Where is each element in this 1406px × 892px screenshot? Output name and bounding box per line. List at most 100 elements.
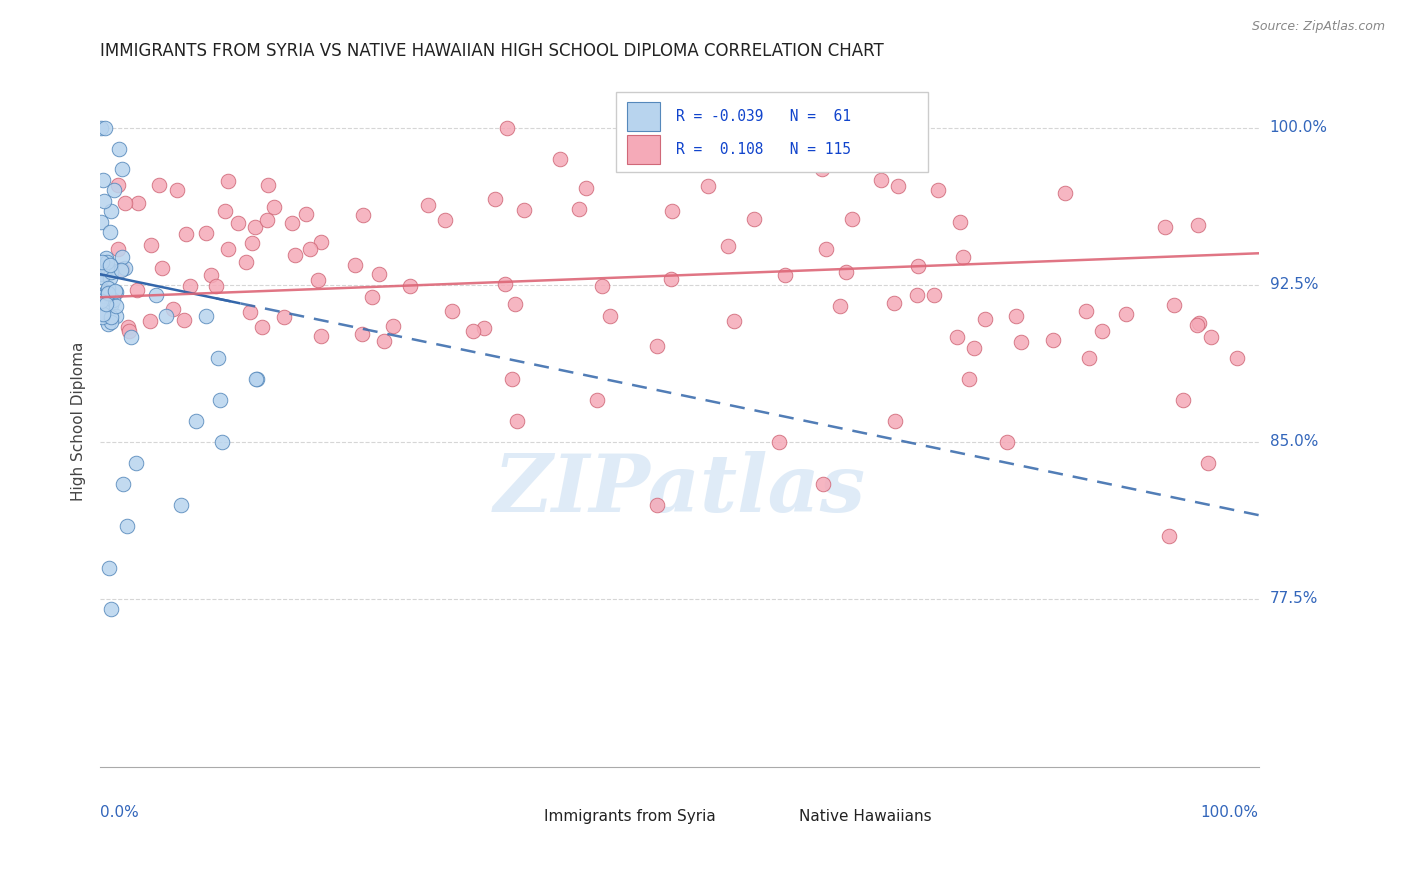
Point xyxy=(91,173,114,187)
Point xyxy=(742,211,765,226)
Point xyxy=(1076,304,1098,318)
Point xyxy=(166,183,188,197)
Point xyxy=(512,202,534,217)
Point xyxy=(884,414,907,428)
Point xyxy=(240,235,263,250)
Point xyxy=(645,339,668,353)
Point xyxy=(98,271,121,285)
Point xyxy=(245,372,267,386)
Point xyxy=(506,414,529,428)
Point xyxy=(381,318,404,333)
Point xyxy=(811,476,834,491)
Point xyxy=(952,250,974,264)
Text: ZIPatlas: ZIPatlas xyxy=(494,451,866,529)
Point xyxy=(127,283,149,297)
Y-axis label: High School Diploma: High School Diploma xyxy=(72,341,86,500)
Text: 100.0%: 100.0% xyxy=(1201,805,1258,821)
Point xyxy=(194,309,217,323)
Point xyxy=(575,181,598,195)
Point xyxy=(697,178,720,193)
Point xyxy=(1163,298,1185,312)
Point xyxy=(114,260,136,275)
Point xyxy=(97,317,120,331)
Point xyxy=(246,372,269,386)
Text: Source: ZipAtlas.com: Source: ZipAtlas.com xyxy=(1251,20,1385,33)
Point xyxy=(263,200,285,214)
Point xyxy=(1185,318,1208,333)
Point xyxy=(100,314,122,328)
Point xyxy=(205,279,228,293)
Point xyxy=(257,178,280,192)
Point xyxy=(90,267,112,281)
Point xyxy=(170,498,193,512)
Point xyxy=(659,272,682,286)
Point xyxy=(94,297,117,311)
Point xyxy=(98,560,121,574)
Point xyxy=(907,260,929,274)
Point xyxy=(250,320,273,334)
Point xyxy=(309,329,332,343)
Point xyxy=(361,290,384,304)
Point xyxy=(200,268,222,282)
Point xyxy=(90,257,112,271)
Point xyxy=(495,120,517,135)
Point xyxy=(94,251,117,265)
Point xyxy=(1199,330,1222,344)
Point xyxy=(399,279,422,293)
Bar xyxy=(766,805,789,828)
Point xyxy=(97,286,120,301)
Point xyxy=(1157,529,1180,543)
Point xyxy=(179,278,201,293)
Point xyxy=(108,142,131,156)
Point xyxy=(811,162,834,177)
Point xyxy=(174,227,197,241)
Point xyxy=(103,293,125,308)
Point xyxy=(1010,335,1032,350)
Point xyxy=(97,281,120,295)
Point xyxy=(139,238,162,252)
Text: IMMIGRANTS FROM SYRIA VS NATIVE HAWAIIAN HIGH SCHOOL DIPLOMA CORRELATION CHART: IMMIGRANTS FROM SYRIA VS NATIVE HAWAIIAN… xyxy=(100,42,884,60)
Point xyxy=(373,334,395,349)
Point xyxy=(98,225,121,239)
Text: 100.0%: 100.0% xyxy=(1270,120,1327,135)
Point xyxy=(162,302,184,317)
Point xyxy=(1187,218,1209,232)
Point xyxy=(1226,351,1249,365)
Point xyxy=(100,310,122,324)
Point xyxy=(90,215,112,229)
Point xyxy=(110,250,132,264)
Point xyxy=(211,434,233,449)
Point xyxy=(100,262,122,277)
Text: R =  0.108   N = 115: R = 0.108 N = 115 xyxy=(676,142,851,157)
Point xyxy=(1005,309,1028,323)
Point xyxy=(125,456,148,470)
Point xyxy=(111,262,134,277)
Point xyxy=(927,183,949,197)
Point xyxy=(115,518,138,533)
Text: Immigrants from Syria: Immigrants from Syria xyxy=(544,809,716,824)
Point xyxy=(418,198,440,212)
Point xyxy=(273,310,295,324)
Point xyxy=(90,310,112,324)
Point xyxy=(93,194,115,208)
Point xyxy=(90,120,112,135)
Point xyxy=(214,204,236,219)
Point xyxy=(94,285,117,300)
Point xyxy=(107,242,129,256)
Point xyxy=(94,120,117,135)
Text: R = -0.039   N =  61: R = -0.039 N = 61 xyxy=(676,109,851,124)
Point xyxy=(368,267,391,281)
Point xyxy=(226,216,249,230)
Point xyxy=(114,196,136,211)
Point xyxy=(773,268,796,282)
Text: 92.5%: 92.5% xyxy=(1270,277,1319,293)
Bar xyxy=(627,135,659,164)
Point xyxy=(717,239,740,253)
Point xyxy=(307,273,329,287)
Point xyxy=(235,254,257,268)
Point xyxy=(472,321,495,335)
Point xyxy=(1091,324,1114,338)
Point xyxy=(995,434,1018,449)
Point xyxy=(243,220,266,235)
Point xyxy=(957,372,980,386)
